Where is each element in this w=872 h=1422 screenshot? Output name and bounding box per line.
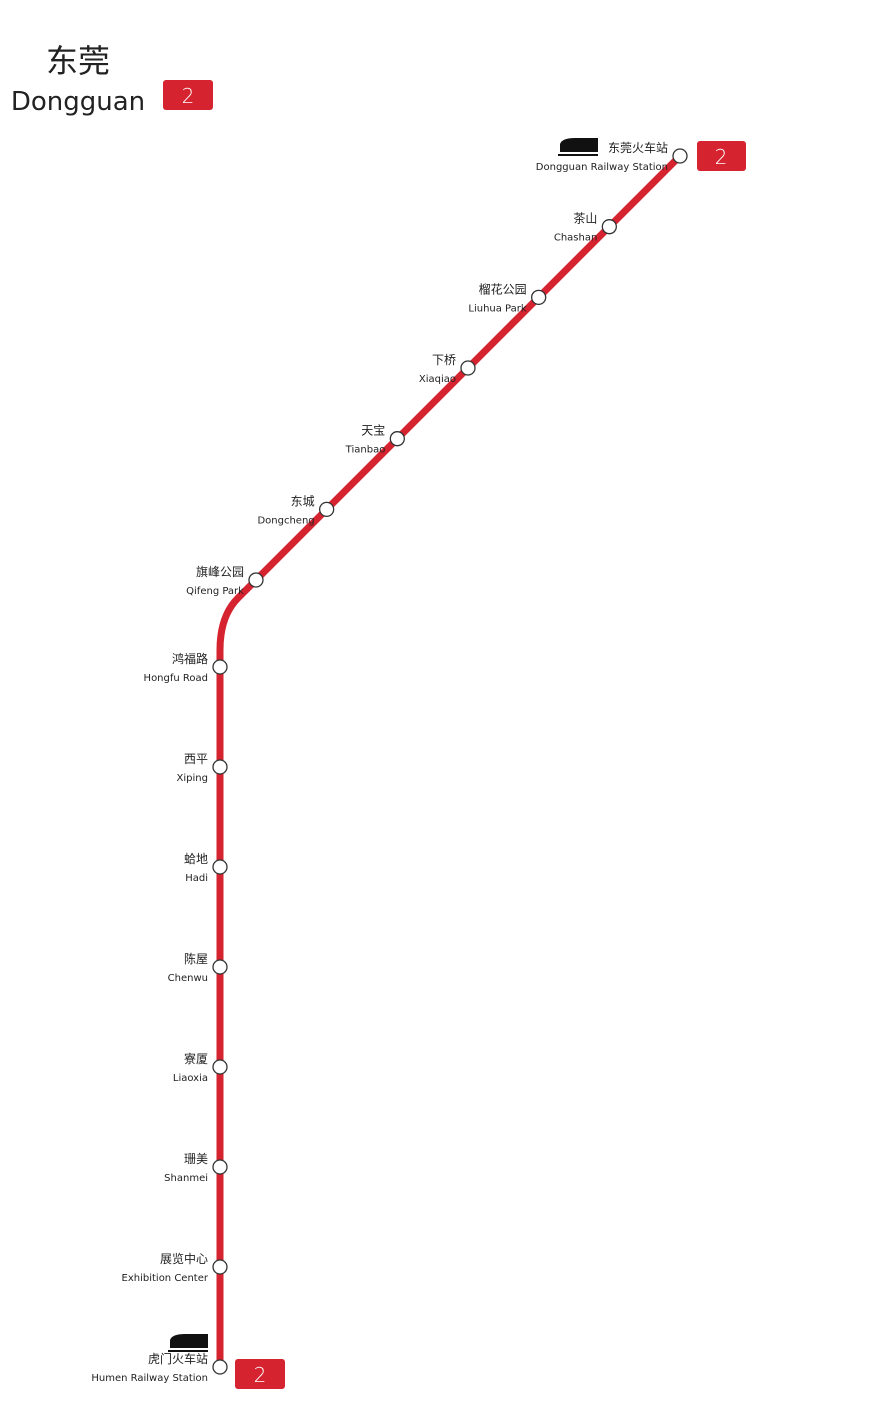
station-en: Xiping [177,773,208,784]
station-cn: 下桥 [432,353,456,367]
station-cn: 陈屋 [184,951,208,966]
station-en: Tianbao [345,445,386,456]
station-en: Humen Railway Station [91,1373,208,1384]
station-en: Liuhua Park [468,303,526,314]
station-en: Liaoxia [173,1073,208,1084]
station-en: Exhibition Center [122,1273,209,1284]
station [212,759,228,775]
terminal-badge-text: 2 [254,1363,267,1387]
terminal-badge [697,141,746,171]
station [601,219,617,235]
line-badge-text: 2 [182,84,195,108]
station-en: Xiaqiao [419,374,456,385]
station [460,360,476,376]
station [389,431,405,447]
station-en: Dongcheng [257,515,314,526]
station-en: Qifeng Park [186,586,244,597]
station-cn: 天宝 [361,424,385,438]
station [212,1159,228,1175]
terminal-badge [235,1359,285,1389]
station-cn: 西平 [184,752,208,766]
train-icon [558,138,598,156]
station-cn: 珊美 [184,1152,208,1166]
station-en: Chashan [554,233,597,244]
station [212,1259,228,1275]
title-en: Dongguan [11,87,145,117]
line-track [216,153,683,1367]
station-cn: 展览中心 [160,1251,208,1266]
terminal-badge-text: 2 [715,145,728,169]
station [212,659,228,675]
train-icon [168,1334,208,1352]
station [212,959,228,975]
station [531,289,547,305]
station-en: Chenwu [168,973,208,984]
station-cn: 蛤地 [184,852,208,866]
station-en: Hongfu Road [144,673,208,684]
station-en: Dongguan Railway Station [536,162,668,173]
station-en: Shanmei [164,1173,208,1184]
station [212,859,228,875]
station-cn: 东城 [291,494,315,508]
station-en: Hadi [185,873,208,884]
station [212,1059,228,1075]
station-cn: 旗峰公园 [196,564,244,579]
line-badge [163,80,213,110]
station [248,572,264,588]
station-cn: 虎门火车站 [148,1351,208,1366]
title-cn: 东莞 [46,42,110,80]
station-cn: 榴花公园 [479,281,527,296]
station [212,1359,228,1375]
station-cn: 鸿福路 [172,651,208,666]
station-cn: 东莞火车站 [608,140,668,155]
station-cn: 寮厦 [184,1051,208,1066]
station [318,501,335,518]
station-cn: 茶山 [573,211,597,226]
station [672,148,688,164]
